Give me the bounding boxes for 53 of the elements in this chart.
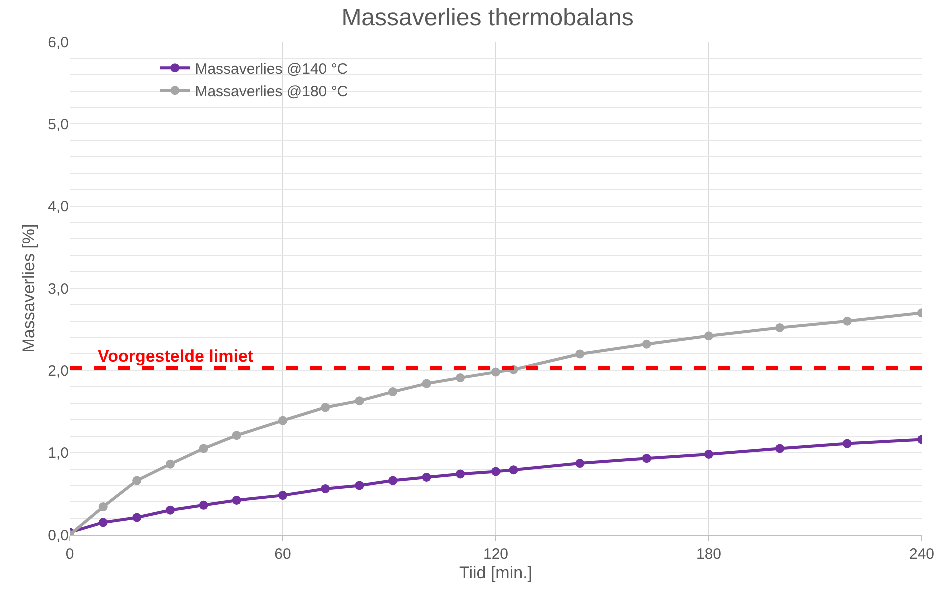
point <box>842 439 852 448</box>
point <box>704 450 714 459</box>
point <box>576 459 585 468</box>
point <box>166 460 175 469</box>
x-axis-title: Tiid [min.] <box>459 563 533 582</box>
chart-title: Massaverlies thermobalans <box>342 4 634 32</box>
x-tick-label: 0 <box>66 546 74 563</box>
y-tick-label: 6,0 <box>48 34 69 52</box>
point <box>456 470 465 479</box>
point <box>704 332 714 341</box>
point <box>509 466 518 475</box>
y-tick-label: 0,0 <box>48 527 69 544</box>
x-tick-label: 60 <box>274 546 292 563</box>
point <box>388 476 398 486</box>
point <box>776 444 784 454</box>
x-tick-label: 120 <box>483 546 509 563</box>
x-tick-label: 180 <box>696 546 722 563</box>
point <box>199 500 208 510</box>
point <box>321 484 330 494</box>
point <box>492 368 500 377</box>
point <box>576 350 585 359</box>
y-tick-label: 2,0 <box>48 362 69 380</box>
point <box>166 506 175 515</box>
point <box>388 388 398 397</box>
point <box>132 476 142 486</box>
point <box>278 416 288 426</box>
point <box>492 467 500 476</box>
point <box>776 323 784 332</box>
point <box>232 496 242 505</box>
y-tick-label: 4,0 <box>48 198 69 216</box>
point <box>98 502 108 512</box>
x-tick-label: 240 <box>909 546 935 563</box>
point <box>132 513 142 522</box>
point <box>642 454 652 464</box>
legend-label: Massaverlies @180 °C <box>195 83 348 100</box>
point <box>232 431 242 440</box>
point <box>199 444 208 454</box>
y-tick-label: 5,0 <box>48 116 69 134</box>
point <box>321 403 330 412</box>
point <box>456 374 465 383</box>
ref-line-label: Voorgestelde limiet <box>98 347 254 366</box>
y-axis-title: Massaverlies [%] <box>20 224 39 353</box>
point <box>98 518 108 528</box>
y-tick-label: 3,0 <box>48 280 69 298</box>
point <box>422 379 432 388</box>
point <box>422 472 432 482</box>
legend-label: Massaverlies @140 °C <box>195 60 348 78</box>
y-tick-label: 1,0 <box>48 445 69 462</box>
point <box>842 316 852 326</box>
point <box>355 396 364 406</box>
point <box>355 481 364 490</box>
point <box>278 491 288 500</box>
point <box>642 340 652 349</box>
